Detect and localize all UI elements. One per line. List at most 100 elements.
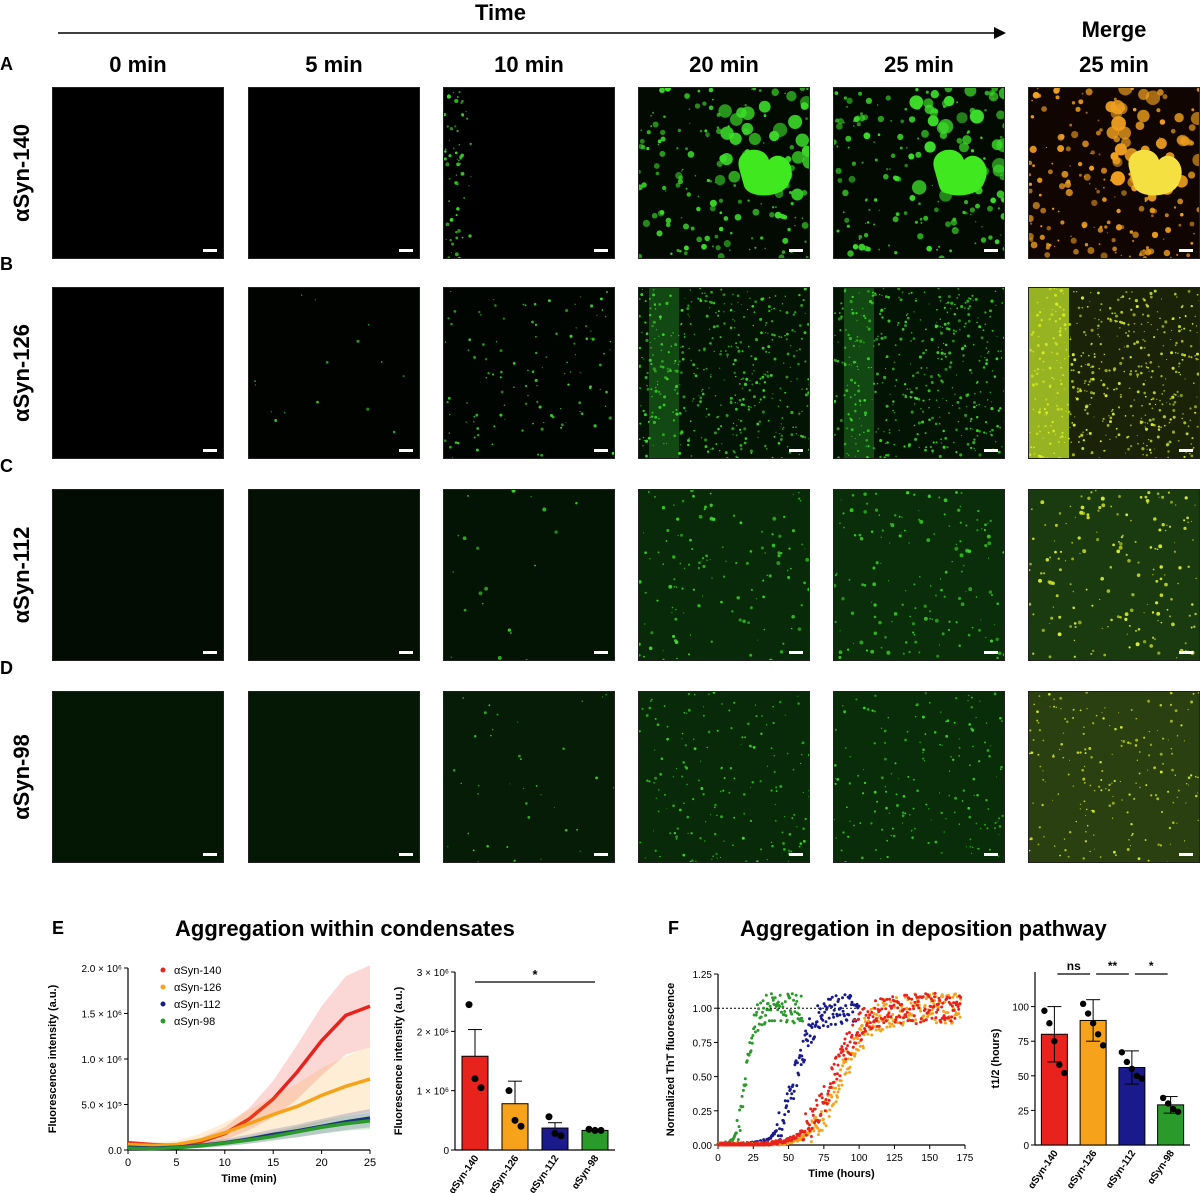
micrograph-panel [443, 287, 615, 459]
micrograph-panel [52, 87, 224, 259]
data-point [1169, 1105, 1177, 1113]
data-point [799, 1048, 803, 1052]
data-point [837, 1054, 841, 1058]
y-tick-label: 0.0 [108, 1146, 122, 1157]
data-point [778, 1127, 782, 1131]
data-point [888, 1021, 891, 1025]
data-point [844, 1057, 848, 1061]
data-point [773, 996, 777, 1000]
y-tick-label: 1 × 10⁶ [417, 1087, 449, 1098]
micrograph-panel [248, 287, 420, 459]
data-point [775, 1123, 779, 1127]
data-point [931, 1011, 935, 1015]
data-point [910, 1019, 914, 1023]
data-point [916, 1000, 920, 1003]
data-point [926, 1015, 930, 1019]
data-point [881, 1027, 884, 1031]
data-point [814, 1098, 818, 1102]
micrograph-panel [638, 287, 810, 459]
scale-bar [594, 651, 608, 654]
significance-label: ** [1108, 959, 1118, 973]
data-point [884, 1019, 888, 1023]
data-point [829, 1085, 833, 1089]
data-point [946, 1011, 950, 1015]
data-point [828, 997, 832, 1001]
data-point [1089, 1020, 1097, 1027]
data-point [743, 1077, 747, 1081]
data-point [871, 1015, 875, 1019]
data-point [836, 1063, 840, 1067]
data-point [853, 1054, 857, 1058]
data-point [864, 1013, 868, 1017]
row-label: αSyn-98 [9, 734, 34, 820]
data-point [505, 1087, 513, 1095]
scale-bar [789, 651, 803, 654]
data-point [793, 1010, 797, 1014]
data-point [877, 1024, 881, 1028]
data-point [741, 1105, 745, 1109]
x-axis-label: Time (min) [221, 1173, 277, 1185]
data-point [839, 1079, 843, 1083]
data-point [764, 993, 768, 997]
data-point [834, 1086, 837, 1090]
data-point [759, 1001, 763, 1005]
data-point [823, 1109, 827, 1113]
y-tick-label: 0.25 [693, 1107, 713, 1118]
column-header: 5 min [305, 52, 363, 77]
y-tick-label: 5.0 × 10⁵ [81, 1101, 122, 1112]
data-point [766, 1140, 769, 1144]
row-letter: A [0, 54, 13, 74]
x-tick-label: 25 [748, 1153, 760, 1164]
data-point [857, 1004, 861, 1008]
data-point [773, 1019, 776, 1023]
data-point [844, 1047, 848, 1051]
data-point [893, 1020, 897, 1024]
data-point [888, 997, 891, 1001]
panel-f-letter: F [668, 918, 679, 938]
data-point [824, 1020, 828, 1024]
data-point [850, 1033, 854, 1037]
data-point [899, 1021, 903, 1025]
data-point [834, 1055, 838, 1059]
data-point [891, 1013, 895, 1016]
data-point [744, 1083, 748, 1087]
data-point [868, 1013, 872, 1017]
data-point [783, 1010, 787, 1013]
data-point [931, 999, 935, 1003]
data-point [762, 1006, 766, 1010]
data-point [769, 1008, 773, 1012]
data-point [781, 1005, 785, 1009]
chart-e-bar: 0 1 × 10⁶ 2 × 10⁶ 3 × 10⁶ Fluorescence inten… [393, 967, 615, 1193]
data-point [932, 1004, 936, 1008]
data-point [761, 999, 765, 1003]
data-point [808, 1123, 811, 1127]
data-point [809, 1107, 813, 1111]
data-point [827, 1098, 831, 1102]
scale-bar [1179, 651, 1193, 654]
data-point [853, 1052, 857, 1056]
data-point [511, 1116, 519, 1124]
data-point [921, 995, 925, 999]
data-point [776, 1142, 780, 1145]
data-point [878, 1014, 882, 1018]
data-point [1061, 1069, 1068, 1077]
data-point [830, 1067, 834, 1071]
data-point [780, 1127, 784, 1131]
data-point [958, 1002, 962, 1006]
data-point [874, 1028, 878, 1032]
data-point [867, 1025, 871, 1029]
scale-bar [984, 853, 998, 856]
data-point [801, 1039, 805, 1043]
panel-f-title: Aggregation in deposition pathway [740, 916, 1107, 941]
data-point [783, 1099, 787, 1103]
data-point [734, 1131, 738, 1135]
data-point [835, 1077, 839, 1081]
data-point [872, 1012, 876, 1016]
scale-bar [399, 249, 413, 252]
data-point [932, 1002, 936, 1006]
data-point [905, 1007, 909, 1011]
scale-bar [594, 449, 608, 452]
data-point [780, 1134, 783, 1138]
data-point [909, 1001, 913, 1005]
